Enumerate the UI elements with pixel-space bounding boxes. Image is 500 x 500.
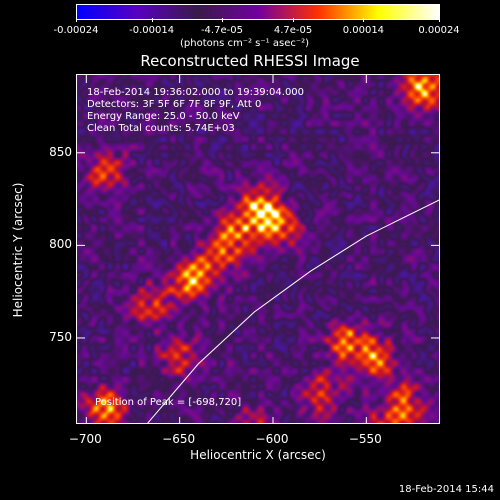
colorbar-tick-label: 0.00014 [342,25,385,36]
x-tick-label: −600 [255,432,289,446]
annotation-time-range: 18-Feb-2014 19:36:02.000 to 19:39:04.000 [87,87,305,98]
colorbar-tick-mark [76,18,77,22]
plot-area: 18-Feb-2014 19:36:02.000 to 19:39:04.000… [76,74,440,424]
x-axis-label: Heliocentric X (arcsec) [190,448,326,462]
colorbar-tick-mark [151,18,153,22]
colorbar-tick-mark [439,18,440,22]
colorbar-tick-label: -4.7e-05 [200,25,243,36]
annotation-energy-range: Energy Range: 25.0 - 50.0 keV [87,111,240,122]
colorbar-tick-mark [363,18,365,22]
annotation-detectors: Detectors: 3F 5F 6F 7F 8F 9F, Att 0 [87,99,262,110]
plot-overlay [77,75,439,423]
colorbar-tick-label: -0.00014 [129,25,175,36]
peak-position-label: Position of Peak = [-698,720] [95,397,242,408]
y-tick-label: 850 [49,144,72,159]
y-axis-label: Heliocentric Y (arcsec) [11,182,25,318]
colorbar-tick-mark [293,18,295,22]
y-tick-label: 800 [49,237,72,252]
colorbar-tick-label: 0.00024 [418,25,460,36]
colorbar-units: (photons cm⁻² s⁻¹ asec⁻²) [180,38,310,49]
footer-timestamp: 18-Feb-2014 15:44 [398,484,494,495]
colorbar [76,4,440,20]
x-tick-label: −650 [162,432,196,446]
annotation-clean-counts: Clean Total counts: 5.74E+03 [87,123,235,134]
colorbar-tick-label: -0.00024 [53,25,99,36]
x-tick-label: −700 [68,432,102,446]
solar-limb-line [147,199,439,423]
x-tick-label: −550 [348,432,382,446]
colorbar-tick-mark [221,18,223,22]
colorbar-tick-label: 4.7e-05 [273,25,313,36]
y-tick-label: 750 [49,329,72,344]
heatmap-image [77,75,439,423]
chart-title: Reconstructed RHESSI Image [140,52,360,70]
